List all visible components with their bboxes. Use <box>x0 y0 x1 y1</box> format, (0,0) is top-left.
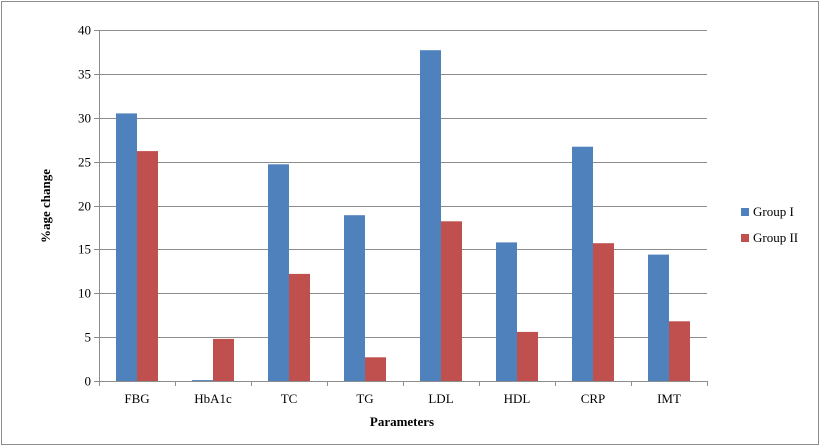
x-axis-title: Parameters <box>370 414 434 429</box>
y-tick-label: 10 <box>78 286 91 301</box>
legend-swatch <box>741 208 749 216</box>
bar-group-ii <box>669 321 690 381</box>
axes <box>94 30 708 386</box>
y-axis-title: %age change <box>38 169 53 243</box>
x-tick-label: IMT <box>657 391 681 406</box>
bar-group-ii <box>213 338 234 381</box>
x-tick-label: TG <box>356 391 373 406</box>
x-tick-label: FBG <box>124 391 149 406</box>
y-tick-label: 5 <box>85 330 92 345</box>
bar-group-ii <box>137 151 158 381</box>
x-tick-label: CRP <box>581 391 606 406</box>
gridlines <box>99 30 707 338</box>
y-tick-label: 25 <box>78 155 91 170</box>
y-tick-label: 35 <box>78 67 91 82</box>
y-tick-label: 20 <box>78 199 91 214</box>
x-tick-label: LDL <box>428 391 453 406</box>
bar-group-ii <box>593 243 614 381</box>
bar-group-ii <box>289 273 310 381</box>
x-tick-label: HbA1c <box>194 391 232 406</box>
y-tick-label: 0 <box>85 374 92 389</box>
bar-group-i <box>420 50 441 381</box>
legend: Group I Group II <box>741 204 798 245</box>
bar-group-i <box>192 380 213 381</box>
bar-group-i <box>116 113 137 382</box>
x-tick-label: TC <box>281 391 298 406</box>
y-tick-labels: 0 5 10 15 20 25 30 35 40 <box>78 23 91 389</box>
legend-label: Group II <box>753 230 798 245</box>
y-tick-label: 30 <box>78 111 91 126</box>
x-tick-labels: FBG HbA1c TC TG LDL HDL CRP IMT <box>124 391 681 406</box>
legend-swatch <box>741 234 749 242</box>
bar-group-ii <box>365 357 386 381</box>
y-tick-label: 40 <box>78 23 91 38</box>
bar-group-ii <box>517 331 538 381</box>
legend-label: Group I <box>753 204 794 219</box>
y-tick-label: 15 <box>78 242 91 257</box>
bar-group-i <box>572 146 593 381</box>
bar-group-i <box>648 254 669 381</box>
bar-group-i <box>344 215 365 381</box>
x-tick-label: HDL <box>504 391 531 406</box>
bar-group-i <box>496 242 517 381</box>
bar-group-i <box>268 164 289 381</box>
bars <box>116 50 690 382</box>
bar-group-ii <box>441 221 462 381</box>
